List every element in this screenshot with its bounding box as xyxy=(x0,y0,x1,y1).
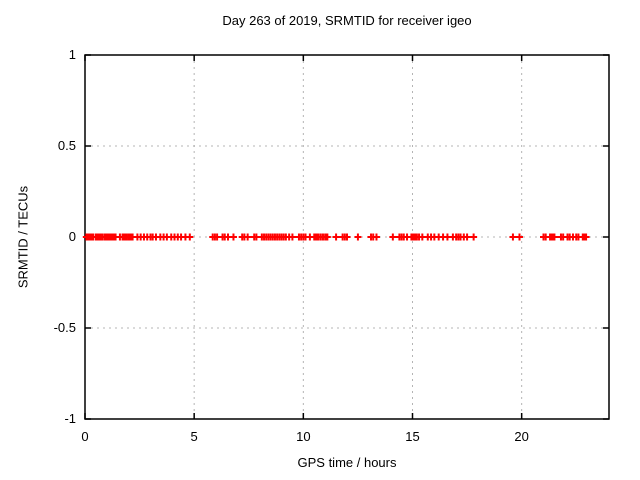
x-tick-label: 15 xyxy=(405,429,419,444)
chart-title: Day 263 of 2019, SRMTID for receiver ige… xyxy=(222,13,472,28)
y-tick-label: 0.5 xyxy=(58,138,76,153)
x-tick-label: 20 xyxy=(514,429,528,444)
y-tick-label: -0.5 xyxy=(54,320,76,335)
y-tick-label: -1 xyxy=(64,411,76,426)
x-tick-label: 0 xyxy=(81,429,88,444)
x-tick-label: 5 xyxy=(191,429,198,444)
x-tick-label: 10 xyxy=(296,429,310,444)
y-tick-label: 0 xyxy=(69,229,76,244)
x-axis-label: GPS time / hours xyxy=(297,455,397,470)
y-tick-label: 1 xyxy=(69,47,76,62)
